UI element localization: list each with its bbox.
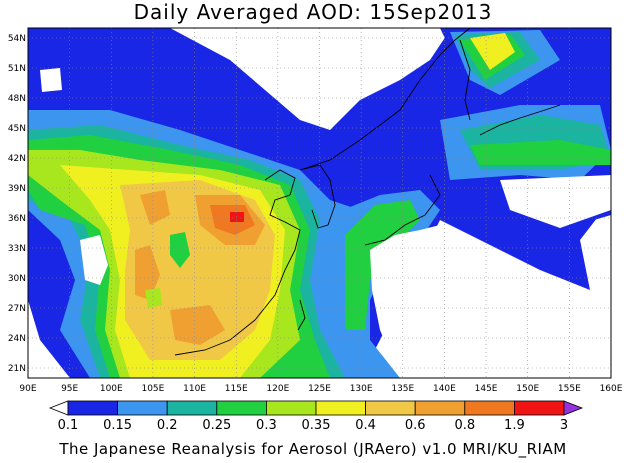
coast-china-east	[174, 229, 301, 356]
colorbar-segment	[117, 400, 168, 416]
lon-tick-label: 150E	[516, 384, 539, 394]
lat-tick-label: 30N	[8, 274, 26, 284]
lat-tick-label: 33N	[8, 244, 26, 254]
footer-credit: The Japanese Reanalysis for Aerosol (JRA…	[59, 440, 567, 458]
lon-tick-label: 160E	[600, 384, 623, 394]
lon-tick-label: 155E	[558, 384, 581, 394]
colorbar-segment	[48, 400, 69, 416]
aod-hole-siberia	[40, 68, 62, 92]
colorbar-label: 0.3	[256, 418, 277, 433]
lon-tick-label: 145E	[475, 384, 498, 394]
coast-japan	[364, 174, 441, 246]
colorbar-label: 0.1	[58, 418, 79, 433]
lon-tick-label: 110E	[183, 384, 206, 394]
lon-tick-label: 135E	[391, 384, 414, 394]
lon-tick-label: 125E	[308, 384, 331, 394]
colorbar-label: 0.8	[454, 418, 475, 433]
colorbar-label: 0.15	[103, 418, 132, 433]
lat-tick-label: 36N	[8, 214, 26, 224]
page-title: Daily Averaged AOD: 15Sep2013	[133, 0, 493, 24]
lat-tick-label: 51N	[8, 64, 26, 74]
aod-region-low-1	[170, 232, 190, 268]
colorbar-label: 1.9	[504, 418, 525, 433]
lon-tick-label: 95E	[61, 384, 78, 394]
lat-tick-label: 27N	[8, 304, 26, 314]
coast-kuril	[479, 104, 561, 136]
aod-region-0.8-c	[170, 305, 225, 345]
lat-tick-label: 42N	[8, 154, 26, 164]
aod-hole-sea	[370, 225, 611, 378]
lon-tick-label: 130E	[350, 384, 373, 394]
colorbar-segment	[563, 400, 584, 416]
lat-axis: 54N 51N 48N 45N 42N 39N 36N 33N 30N 27N 24N 21N	[8, 34, 26, 374]
colorbar-segment	[514, 400, 565, 416]
colorbar	[48, 400, 584, 416]
lat-tick-label: 45N	[8, 124, 26, 134]
lat-tick-label: 54N	[8, 34, 26, 44]
colorbar-label: 0.35	[302, 418, 331, 433]
aod-region-low-2	[145, 288, 162, 308]
coast-taiwan	[297, 299, 306, 331]
colorbar-labels: 0.1 0.15 0.2 0.25 0.3 0.35 0.4 0.6 0.8 1.9 3	[58, 418, 568, 433]
colorbar-label: 0.2	[157, 418, 178, 433]
lat-tick-label: 21N	[8, 364, 26, 374]
aod-region-0.8-d	[140, 190, 170, 225]
lon-tick-label: 100E	[100, 384, 123, 394]
colorbar-label: 0.6	[405, 418, 426, 433]
coast-bohai	[264, 169, 301, 231]
aod-region-0.3-jet	[470, 140, 611, 165]
lon-tick-label: 90E	[19, 384, 36, 394]
aod-region-0.8-b	[135, 245, 160, 300]
lon-tick-label: 120E	[266, 384, 289, 394]
lon-tick-label: 105E	[141, 384, 164, 394]
coast-okhotsk	[299, 28, 471, 171]
lon-axis: 90E 95E 100E 105E 110E 115E 120E 125E 130E 135E 14…	[19, 384, 622, 394]
colorbar-segment	[216, 400, 267, 416]
colorbar-segment	[67, 400, 118, 416]
aod-region-0.4-north	[470, 33, 515, 70]
map-frame	[27, 27, 612, 379]
lon-tick-label: 115E	[225, 384, 248, 394]
colorbar-label: 0.4	[355, 418, 376, 433]
colorbar-segment	[464, 400, 515, 416]
coastlines	[174, 28, 561, 356]
colorbar-label: 0.25	[202, 418, 231, 433]
coast-korea	[299, 164, 336, 229]
aod-field	[28, 28, 611, 378]
lat-tick-label: 39N	[8, 184, 26, 194]
colorbar-segment	[315, 400, 366, 416]
colorbar-segment	[365, 400, 416, 416]
lat-tick-label: 48N	[8, 94, 26, 104]
colorbar-label: 3	[560, 418, 568, 433]
aod-region-3	[230, 212, 244, 222]
colorbar-segment	[414, 400, 466, 416]
aod-hole-west	[80, 235, 108, 285]
colorbar-segment	[265, 400, 317, 416]
lon-tick-label: 140E	[433, 384, 456, 394]
aod-region-0.3-arc	[345, 200, 420, 330]
lat-tick-label: 24N	[8, 334, 26, 344]
colorbar-segment	[166, 400, 218, 416]
coast-sakhalin	[459, 39, 471, 121]
